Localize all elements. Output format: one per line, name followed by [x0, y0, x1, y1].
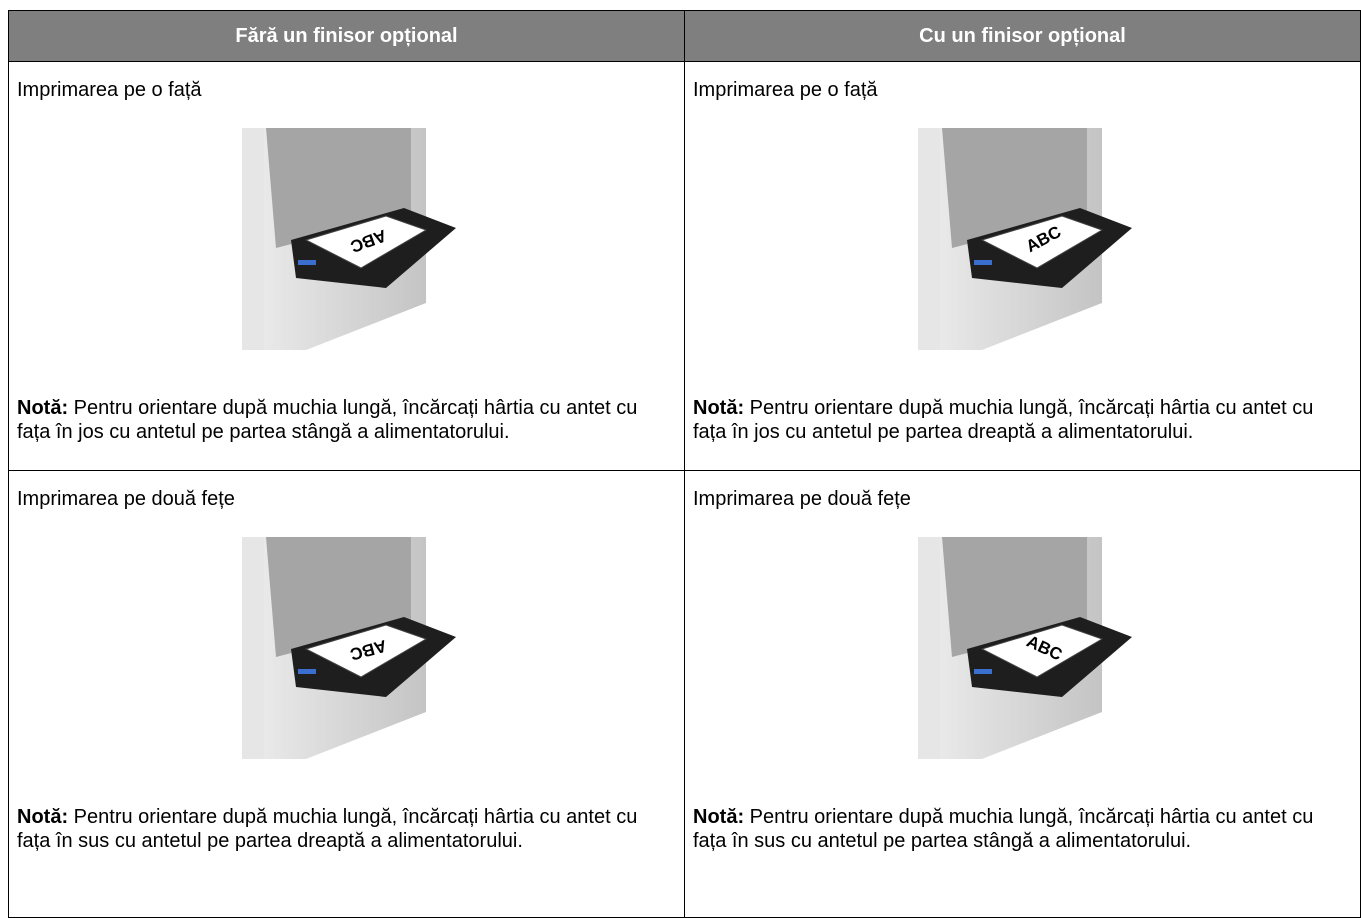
- tray-label: [973, 260, 992, 265]
- printer-illustration: ABC: [241, 128, 456, 350]
- cell-note: Notă: Pentru orientare după muchia lungă…: [17, 805, 676, 853]
- paper: [304, 215, 427, 269]
- note-text: Pentru orientare după muchia lungă, încă…: [17, 397, 638, 443]
- table-cell: Imprimarea pe o față ABC Notă: Pentru or…: [8, 61, 685, 471]
- printer-side: [917, 537, 940, 759]
- header-row: Fără un finisor opțional Cu un finisor o…: [8, 10, 1361, 62]
- cell-note: Notă: Pentru orientare după muchia lungă…: [693, 396, 1352, 444]
- cell-heading: Imprimarea pe două fețe: [693, 488, 911, 510]
- cell-heading: Imprimarea pe o față: [693, 79, 878, 101]
- cell-heading: Imprimarea pe o față: [17, 79, 202, 101]
- table-row: Imprimarea pe două fețe ABC Notă: Pentru…: [8, 470, 1361, 918]
- paper: [980, 215, 1103, 269]
- cell-note: Notă: Pentru orientare după muchia lungă…: [17, 396, 676, 444]
- cell-note: Notă: Pentru orientare după muchia lungă…: [693, 805, 1352, 853]
- table: Fără un finisor opțional Cu un finisor o…: [8, 10, 1361, 918]
- note-text: Pentru orientare după muchia lungă, încă…: [693, 806, 1314, 852]
- tray-label: [297, 669, 316, 674]
- paper: [304, 624, 427, 678]
- note-label: Notă:: [693, 806, 745, 828]
- printer-side: [241, 128, 264, 350]
- table-cell: Imprimarea pe o față ABC Notă: Pentru or…: [684, 61, 1361, 471]
- printer-side: [917, 128, 940, 350]
- note-text: Pentru orientare după muchia lungă, încă…: [17, 806, 638, 852]
- printer-illustration: ABC: [241, 537, 456, 759]
- column-header: Fără un finisor opțional: [8, 10, 685, 62]
- printer-side: [241, 537, 264, 759]
- tray-label: [297, 260, 316, 265]
- table-cell: Imprimarea pe două fețe ABC Notă: Pentru…: [684, 470, 1361, 918]
- note-label: Notă:: [693, 397, 745, 419]
- printer-illustration: ABC: [917, 128, 1132, 350]
- table-cell: Imprimarea pe două fețe ABC Notă: Pentru…: [8, 470, 685, 918]
- table-row: Imprimarea pe o față ABC Notă: Pentru or…: [8, 61, 1361, 471]
- tray-label: [973, 669, 992, 674]
- table-body: Imprimarea pe o față ABC Notă: Pentru or…: [8, 61, 1361, 918]
- paper: [980, 624, 1103, 678]
- note-label: Notă:: [17, 397, 69, 419]
- document: Fără un finisor opțional Cu un finisor o…: [8, 10, 1361, 918]
- note-label: Notă:: [17, 806, 69, 828]
- printer-illustration: ABC: [917, 537, 1132, 759]
- column-header: Cu un finisor opțional: [684, 10, 1361, 62]
- note-text: Pentru orientare după muchia lungă, încă…: [693, 397, 1314, 443]
- cell-heading: Imprimarea pe două fețe: [17, 488, 235, 510]
